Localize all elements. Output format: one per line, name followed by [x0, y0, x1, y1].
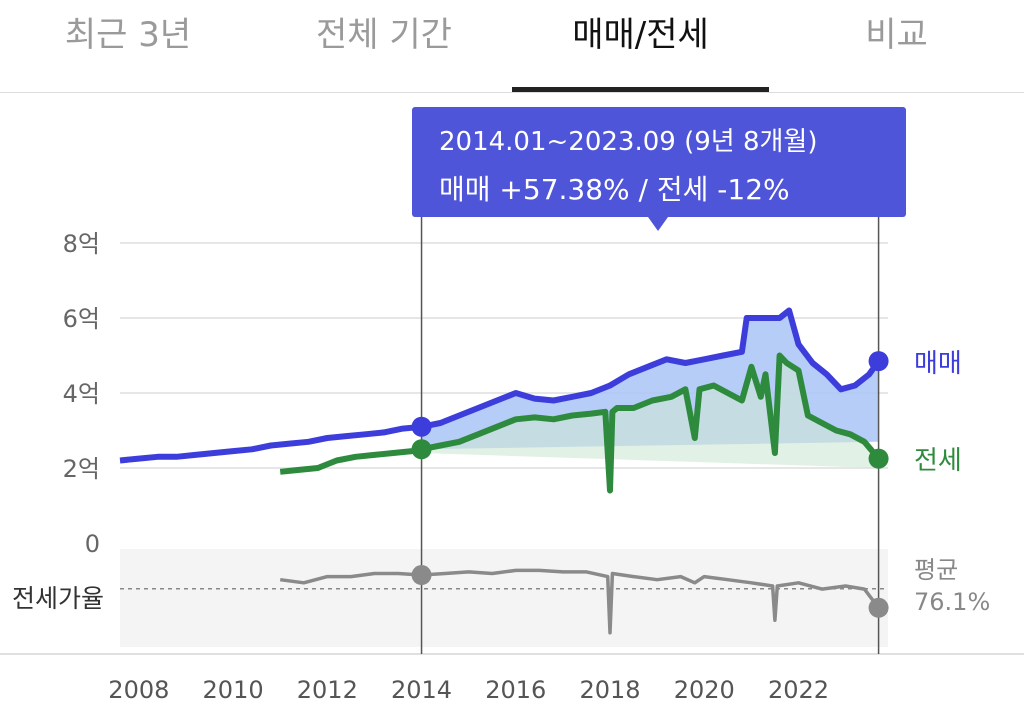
tab-bar: 최근 3년 전체 기간 매매/전세 비교	[0, 0, 1024, 93]
price-chart[interactable]: 0 2억 4억 6억 8억 2008 2010 2012 2014 2016 2018 2020 202…	[0, 93, 1024, 725]
sale-line	[119, 307, 882, 464]
y-tick-label: 4억	[63, 380, 100, 408]
x-tick-label: 2012	[297, 676, 358, 704]
jeonse-end-marker	[868, 448, 889, 469]
x-tick-label: 2016	[485, 676, 546, 704]
y-tick-label: 2억	[63, 455, 100, 483]
tab-recent-3-years[interactable]: 최근 3년	[64, 15, 192, 55]
y-tick-label: 0	[85, 530, 100, 558]
x-tick-label: 2014	[391, 676, 452, 704]
x-tick-label: 2020	[674, 676, 735, 704]
x-tick-label: 2008	[108, 676, 169, 704]
tab-all-period[interactable]: 전체 기간	[316, 15, 452, 55]
tab-compare[interactable]: 비교	[865, 15, 928, 55]
period-tooltip: 2014.01~2023.09 (9년 8개월) 매매 +57.38% / 전세…	[412, 107, 906, 231]
ratio-end-marker	[868, 597, 889, 618]
x-tick-label: 2010	[203, 676, 264, 704]
sale-start-marker	[411, 416, 432, 437]
active-tab-indicator	[512, 87, 769, 92]
ratio-line	[279, 568, 880, 635]
tooltip-summary: 매매 +57.38% / 전세 -12%	[439, 173, 790, 206]
sale-end-marker	[868, 351, 889, 372]
y-tick-label: 8억	[63, 230, 100, 258]
ratio-average-value: 76.1%	[914, 588, 990, 616]
tab-sale-jeonse[interactable]: 매매/전세	[572, 15, 709, 55]
y-tick-label: 6억	[63, 305, 100, 333]
ratio-band-background	[120, 549, 888, 647]
tooltip-arrow	[648, 217, 668, 231]
x-tick-label: 2022	[768, 676, 829, 704]
ratio-axis-label: 전세가율	[12, 584, 104, 613]
jeonse-series-label: 전세	[914, 446, 962, 476]
ratio-average-label: 평균	[914, 556, 958, 584]
ratio-start-marker	[411, 565, 432, 586]
jeonse-start-marker	[411, 439, 432, 460]
tooltip-period: 2014.01~2023.09 (9년 8개월)	[439, 127, 818, 157]
x-tick-label: 2018	[579, 676, 640, 704]
sale-series-label: 매매	[914, 349, 962, 379]
